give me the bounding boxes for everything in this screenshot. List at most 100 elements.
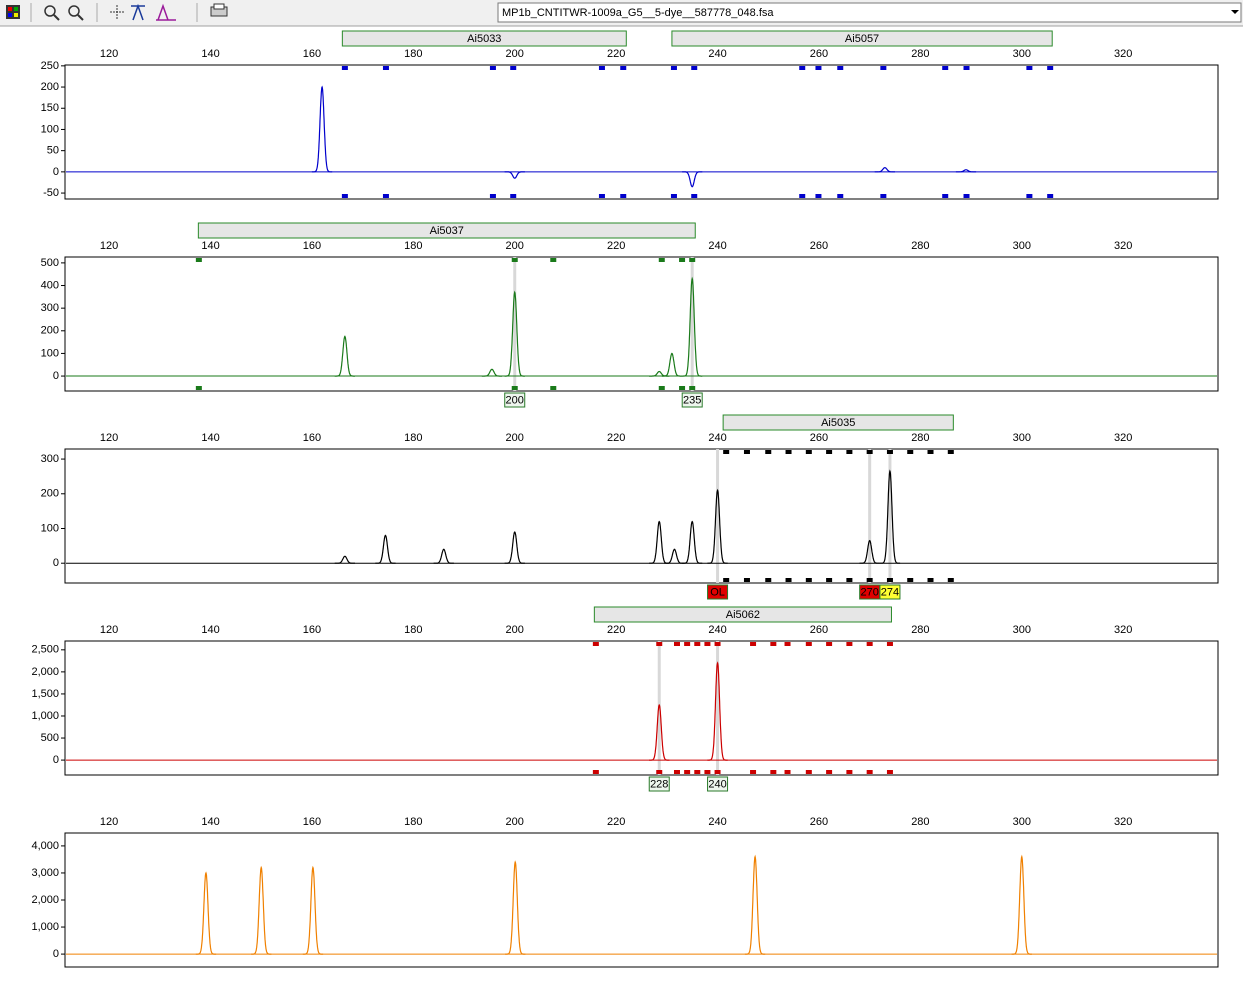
bin-marker [620, 66, 627, 70]
bin-marker [886, 770, 893, 774]
x-tick-label: 240 [708, 816, 726, 828]
bin-marker [592, 642, 599, 646]
x-tick-label: 160 [303, 432, 321, 444]
x-tick-label: 320 [1114, 48, 1132, 60]
x-tick-label: 280 [911, 624, 929, 636]
bin-marker [1047, 66, 1054, 70]
bin-marker [947, 450, 954, 454]
bin-marker [382, 194, 389, 198]
plot-frame [64, 448, 1219, 584]
bin-marker [195, 258, 202, 262]
y-tick-label: 1,500 [31, 688, 59, 700]
locus-name: Ai5057 [845, 33, 879, 45]
x-tick-label: 260 [810, 816, 828, 828]
x-tick-label: 140 [201, 432, 219, 444]
file-select[interactable] [497, 2, 1242, 23]
y-tick-label: 100 [41, 347, 59, 359]
bin-marker [743, 450, 750, 454]
peak [334, 555, 355, 564]
peak [874, 166, 895, 173]
x-tick-label: 140 [201, 624, 219, 636]
y-tick-label: 1,000 [31, 921, 59, 933]
bin-marker [382, 66, 389, 70]
x-tick-label: 180 [404, 624, 422, 636]
x-tick-label: 120 [100, 240, 118, 252]
peak [744, 854, 766, 955]
bin-marker [704, 642, 711, 646]
peak [505, 860, 526, 955]
y-tick-label: 0 [53, 948, 59, 960]
bin-marker [866, 642, 873, 646]
bin-marker [826, 450, 833, 454]
x-tick-label: 280 [911, 816, 929, 828]
x-tick-label: 200 [506, 240, 524, 252]
bin-marker [837, 194, 844, 198]
allele-label-box [648, 776, 670, 792]
x-tick-label: 280 [911, 432, 929, 444]
bin-marker [886, 642, 893, 646]
peak [955, 169, 977, 173]
bin-marker [1047, 194, 1054, 198]
allele-label: 274 [881, 586, 899, 598]
allele-label: 200 [506, 394, 524, 406]
x-tick-label: 200 [506, 432, 524, 444]
bin-marker [866, 578, 873, 582]
bin-marker [866, 770, 873, 774]
locus-bar [197, 222, 696, 239]
y-tick-label: 400 [41, 279, 59, 291]
bin-marker [750, 770, 757, 774]
bin-marker [907, 578, 914, 582]
plot-frame [64, 640, 1219, 776]
x-tick-label: 240 [708, 240, 726, 252]
crosshair-button[interactable] [110, 5, 124, 19]
bin-marker [750, 642, 757, 646]
y-tick-label: 0 [53, 754, 59, 766]
icon-part [14, 7, 18, 11]
peak [504, 171, 525, 179]
peak [859, 539, 880, 564]
bin-marker [947, 578, 954, 582]
locus-name: Ai5035 [821, 417, 855, 429]
x-tick-label: 260 [810, 432, 828, 444]
bin-marker [846, 642, 853, 646]
area-button[interactable] [156, 3, 176, 21]
bin-marker [886, 578, 893, 582]
peak [1011, 854, 1032, 955]
allele-label: 235 [683, 394, 701, 406]
peak-button[interactable] [131, 3, 145, 21]
peak [707, 488, 728, 564]
bin-marker [907, 450, 914, 454]
x-tick-label: 240 [708, 432, 726, 444]
bin-marker [694, 642, 701, 646]
bin-marker [679, 386, 686, 390]
bin-marker [489, 66, 496, 70]
bin-marker [826, 770, 833, 774]
x-tick-label: 120 [100, 432, 118, 444]
bin-marker [815, 66, 822, 70]
bin-marker [592, 770, 599, 774]
x-tick-label: 280 [911, 48, 929, 60]
allele-label: 240 [708, 778, 726, 790]
x-tick-label: 320 [1114, 432, 1132, 444]
bin-marker [714, 770, 721, 774]
bin-marker [846, 770, 853, 774]
bin-marker [826, 578, 833, 582]
x-tick-label: 180 [404, 240, 422, 252]
y-tick-label: 150 [41, 102, 59, 114]
dropdown-arrow[interactable] [1231, 10, 1239, 14]
bin-marker [704, 770, 711, 774]
bin-marker [846, 578, 853, 582]
y-tick-label: -50 [43, 187, 59, 199]
y-tick-label: 4,000 [31, 840, 59, 852]
plot-frame [64, 64, 1219, 200]
x-tick-label: 160 [303, 240, 321, 252]
zoom-out-button[interactable] [68, 5, 80, 17]
bin-marker [770, 642, 777, 646]
icon-part [213, 3, 225, 10]
zoom-in-button[interactable] [44, 5, 56, 17]
bin-marker [805, 450, 812, 454]
peak [879, 469, 901, 564]
y-tick-label: 100 [41, 123, 59, 135]
y-tick-label: 300 [41, 302, 59, 314]
